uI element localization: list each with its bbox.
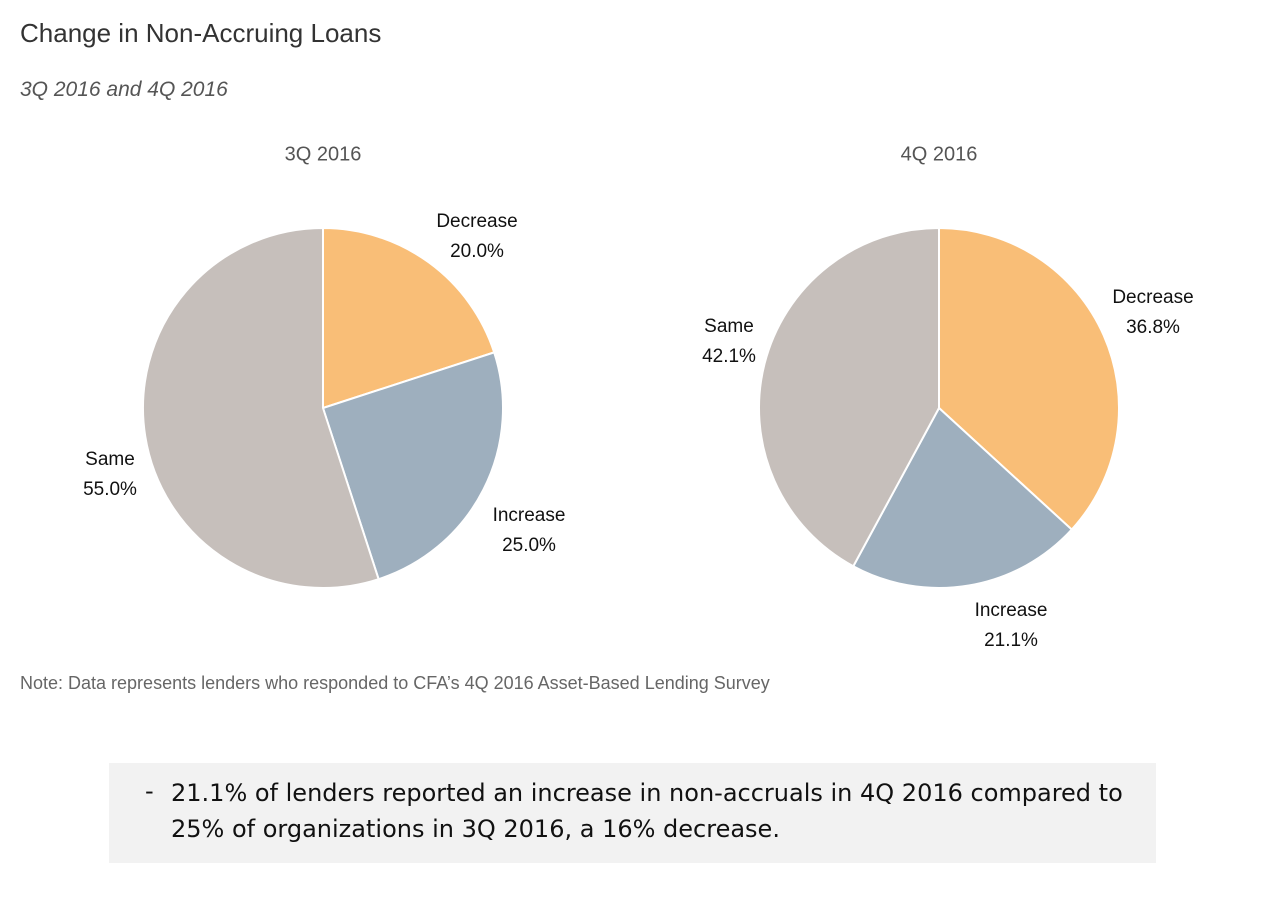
footnote: Note: Data represents lenders who respon… [20,673,770,693]
callout-bullet: - [145,777,154,805]
slice-label-increase: Increase [975,600,1048,621]
pie-chart-2: 4Q 2016 Decrease 36.8% Increase 21.1% Same 42.… [702,143,1194,651]
slice-value-same: 42.1% [702,346,756,367]
pie-slice-increase [851,406,1074,589]
slice-label-same: Same [704,316,754,337]
pie-slice-decrease [322,226,496,410]
callout-text: 21.1% of lenders reported an increase in… [171,779,1123,843]
pie-slice-same [758,226,940,568]
pie-title: 4Q 2016 [901,143,978,165]
slice-value-same: 55.0% [83,479,137,500]
summary-callout: - 21.1% of lenders reported an increase … [109,763,1156,863]
slice-value-decrease: 36.8% [1126,317,1180,338]
chart-subtitle: 3Q 2016 and 4Q 2016 [20,78,228,101]
pie-slice-increase [321,351,504,581]
pie-charts: 3Q 2016 Decrease 20.0% Increase 25.0% Same 55.… [83,143,1194,651]
pie-title: 3Q 2016 [285,143,362,165]
pie-chart-1: 3Q 2016 Decrease 20.0% Increase 25.0% Same 55.… [83,143,566,589]
slice-label-increase: Increase [493,505,566,526]
pie-slice-decrease [938,226,1120,531]
slice-value-increase: 25.0% [502,535,556,556]
slice-value-decrease: 20.0% [450,241,504,262]
slice-value-increase: 21.1% [984,630,1038,651]
slice-label-same: Same [85,449,135,470]
slice-label-decrease: Decrease [1112,287,1193,308]
pie-slice-same [142,226,380,589]
chart-title: Change in Non-Accruing Loans [20,18,382,48]
slice-label-decrease: Decrease [436,211,517,232]
